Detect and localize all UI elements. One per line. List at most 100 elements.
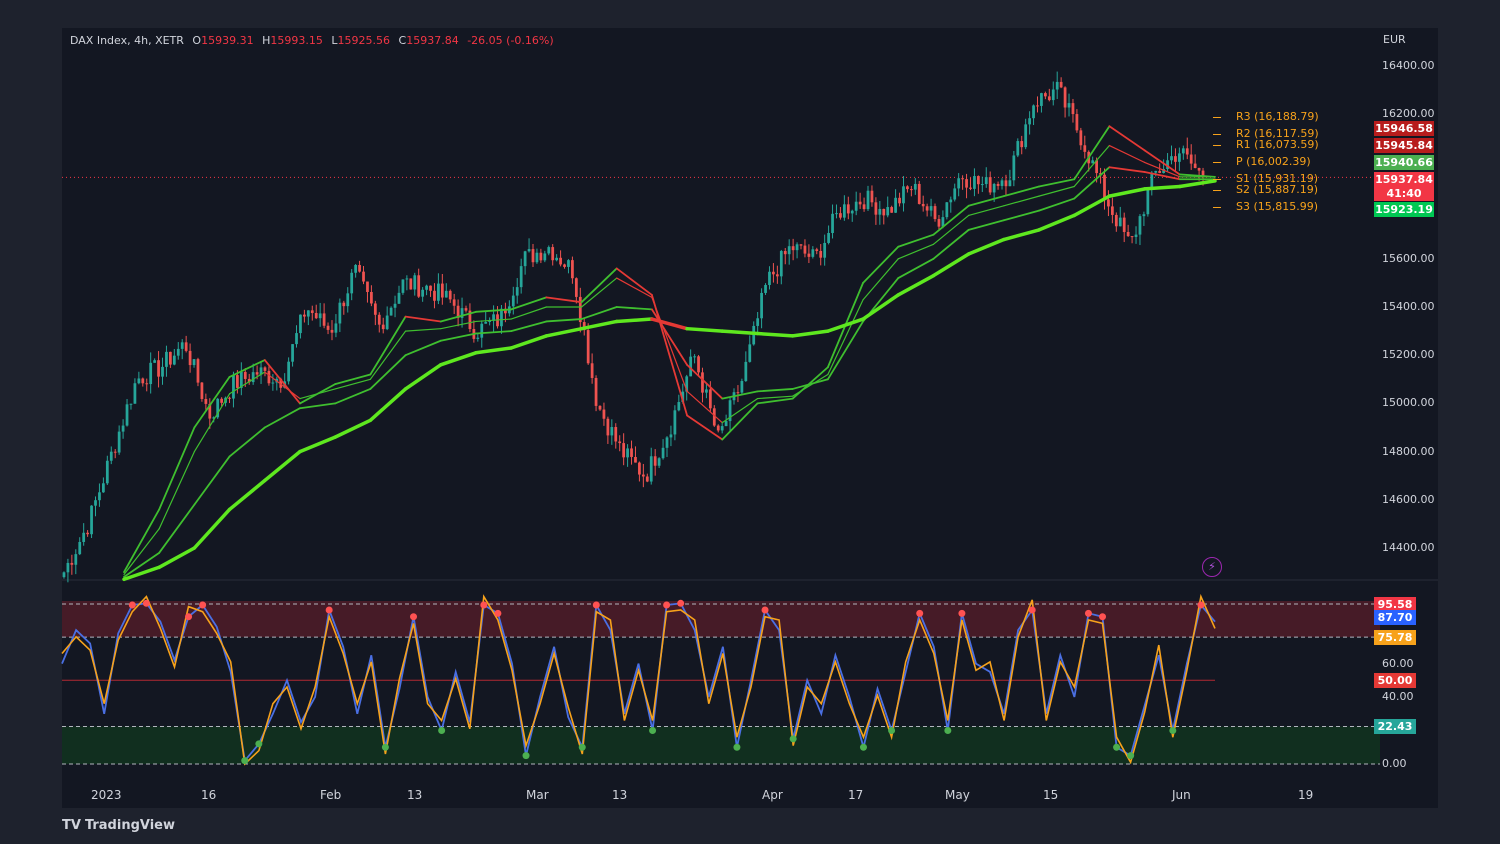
candle-body: [708, 389, 712, 409]
ma-ema-mid: [193, 393, 231, 453]
candle-body: [736, 392, 740, 394]
candle-body: [787, 246, 791, 255]
ma-ema-long: [474, 346, 513, 355]
overbought-dot: [958, 609, 966, 617]
candle-body: [649, 456, 653, 482]
low-value: 15925.56: [337, 34, 391, 47]
osc-badge: 22.43: [1374, 719, 1416, 735]
candle-body: [519, 266, 523, 288]
osc-badge: 75.78: [1374, 630, 1416, 646]
ma-ema-long: [298, 435, 337, 454]
candle-body: [137, 378, 141, 384]
ma-ema-slow: [1002, 209, 1040, 222]
time-axis-tick: May: [945, 788, 970, 802]
candle-body: [1059, 81, 1063, 88]
candle-body: [330, 329, 334, 333]
candle-body: [630, 448, 633, 457]
ma-ema-long: [544, 326, 584, 338]
ohlc-legend: DAX Index, 4h, XETR O15939.31 H15993.15 …: [70, 34, 554, 47]
overbought-dot: [325, 606, 333, 614]
candle-body: [109, 451, 113, 461]
price-axis-tick: 14800.00: [1382, 444, 1435, 458]
ma-ema-mid: [897, 243, 935, 260]
candle-body: [476, 337, 480, 339]
candle-body: [515, 287, 519, 296]
candle-body: [862, 204, 866, 210]
osc-badge: 87.70: [1374, 610, 1416, 626]
candle-body: [582, 322, 586, 331]
candle-body: [389, 307, 393, 316]
candle-body: [791, 246, 795, 251]
candle-body: [271, 382, 275, 384]
ma-ema-slow: [686, 363, 724, 400]
ma-ema-mid: [651, 296, 688, 392]
candle-body: [429, 285, 432, 291]
oversold-dot: [733, 743, 741, 751]
candle-body: [1075, 114, 1079, 131]
candle-body: [409, 278, 413, 290]
ma-ema-fast: [967, 195, 1005, 207]
oversold-dot: [649, 727, 657, 735]
candle-body: [842, 204, 846, 218]
candle-body: [1114, 214, 1118, 227]
chart-frame[interactable]: [62, 28, 1438, 808]
ma-ema-fast: [334, 373, 372, 386]
candle-body: [232, 375, 235, 399]
candle-body: [937, 219, 941, 227]
ma-ema-mid: [334, 378, 371, 390]
candle-body: [346, 293, 350, 307]
lightning-icon[interactable]: ⚡: [1202, 557, 1222, 577]
time-axis-tick: 2023: [91, 788, 122, 802]
ma-ema-slow: [510, 320, 548, 333]
ma-ema-fast: [1038, 178, 1076, 188]
ma-ema-long: [157, 546, 197, 570]
candle-body: [287, 361, 291, 382]
ma-ema-long: [931, 252, 971, 278]
pivot-tick: [1213, 178, 1221, 180]
candle-body: [377, 314, 381, 325]
candle-body: [66, 562, 70, 573]
high-label: H: [262, 34, 271, 47]
candle-body: [157, 360, 160, 377]
candle-body: [393, 303, 397, 308]
candle-body: [909, 189, 913, 191]
ma-ema-fast: [263, 359, 301, 405]
candle-body: [980, 184, 984, 186]
ma-ema-mid: [440, 320, 477, 330]
candle-body: [870, 190, 874, 203]
open-label: O: [192, 34, 202, 47]
candle-body: [102, 483, 105, 493]
ma-ema-fast: [897, 233, 935, 248]
candle-body: [705, 389, 708, 393]
ma-ema-fast: [580, 267, 618, 304]
candle-body: [728, 400, 732, 422]
candle-body: [1004, 180, 1008, 187]
ma-ema-fast: [651, 294, 688, 417]
ma-ema-mid: [580, 277, 618, 308]
ma-ema-fast: [369, 315, 407, 376]
candle-body: [783, 251, 787, 255]
pivot-label: S1 (15,931.19): [1236, 171, 1319, 185]
ma-ema-slow: [1143, 171, 1181, 181]
candle-body: [669, 434, 673, 438]
candle-body: [543, 253, 547, 261]
candle-body: [437, 283, 440, 301]
overbought-dot: [1099, 613, 1107, 621]
ma-ema-fast: [1073, 125, 1111, 181]
candle-body: [590, 363, 594, 378]
candle-body: [697, 356, 700, 373]
candle-body: [1110, 206, 1114, 215]
candle-body: [318, 313, 322, 319]
candle-body: [1118, 217, 1122, 227]
candle-body: [673, 410, 677, 435]
candle-body: [145, 383, 149, 385]
candle-body: [204, 398, 208, 404]
candle-body: [176, 348, 180, 356]
ma-ema-mid: [299, 388, 336, 400]
ma-ema-mid: [616, 277, 653, 298]
candle-body: [720, 426, 724, 431]
tradingview-logo[interactable]: TV TradingView: [62, 818, 175, 833]
ma-ema-slow: [439, 332, 477, 342]
candle-body: [610, 427, 614, 436]
